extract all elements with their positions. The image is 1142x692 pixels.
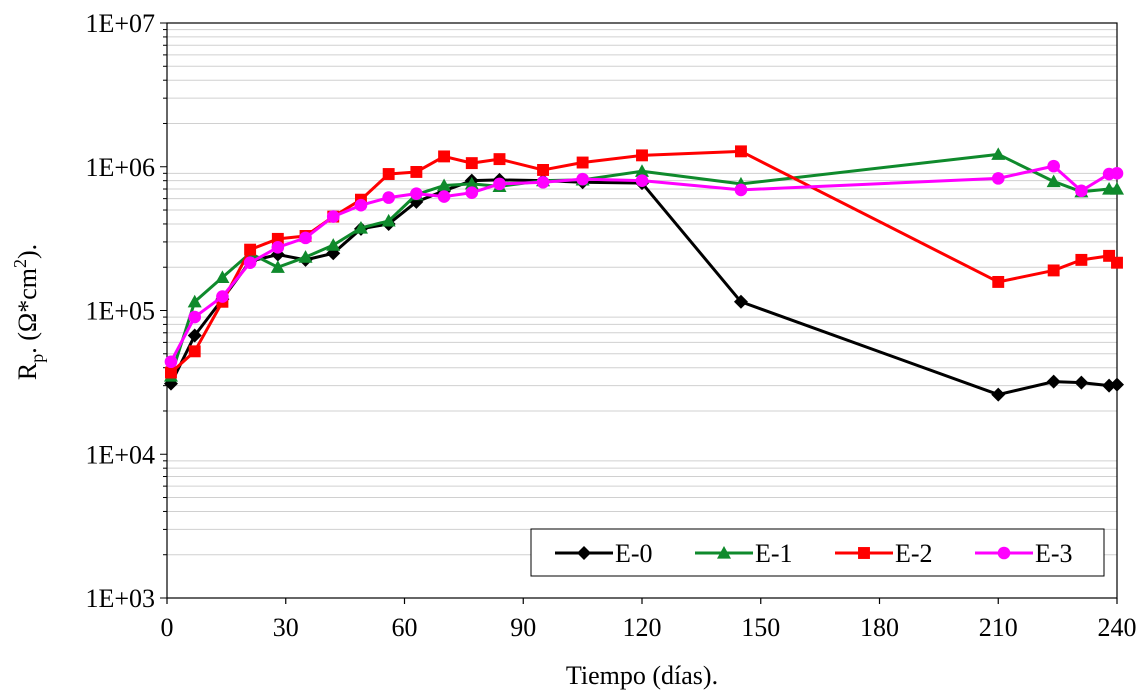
data-point [299,231,312,245]
legend-label: E-1 [755,539,793,568]
series-e-1 [163,147,1124,382]
data-point [382,168,395,180]
legend-label: E-2 [895,539,933,568]
data-point [576,172,589,186]
data-point [187,294,202,308]
data-point [164,355,178,369]
data-point [410,166,423,178]
data-point [271,241,285,254]
x-tick-label: 90 [510,613,536,642]
data-point [188,310,202,324]
data-point [991,147,1006,160]
y-axis-title: Rp. (Ω*cm2). [10,244,47,380]
x-tick-label: 180 [860,613,899,642]
series-line [169,178,1118,397]
data-point [270,260,285,273]
x-tick-label: 210 [979,613,1018,642]
x-tick-label: 150 [741,613,780,642]
legend-item: E-3 [975,539,1073,568]
data-point [1047,264,1060,277]
y-tick-label: 1E+04 [85,440,155,469]
data-point [537,164,549,176]
data-point [576,156,589,169]
legend-label: E-3 [1035,539,1073,568]
legend-label: E-0 [615,539,653,568]
y-tick-label: 1E+07 [85,9,155,38]
data-point [410,187,423,200]
data-point [298,250,313,263]
data-point [1075,184,1088,198]
series-line [169,149,1118,374]
data-point [1046,174,1061,188]
data-point [493,177,506,191]
legend: E-0 E-1 E-2 E-3 [530,528,1105,577]
data-point [326,210,340,223]
legend-marker [858,547,870,559]
series-e-3 [164,159,1124,369]
data-point [1111,256,1123,269]
data-point [438,150,451,163]
data-point [244,243,257,256]
data-point [991,387,1006,402]
data-point [635,164,649,177]
data-point [1110,167,1124,180]
data-point [437,178,452,192]
y-tick-label: 1E+05 [85,297,155,326]
legend-item: E-2 [835,539,933,568]
x-axis-title: Tiempo (días). [566,661,718,690]
data-point [1103,249,1116,262]
data-point [465,157,478,170]
legend-marker [577,546,591,560]
data-point [465,186,479,199]
data-point [1046,374,1061,389]
y-axis-tick-labels: 1E+03 1E+04 1E+05 1E+06 1E+07 [85,9,155,613]
data-point [216,290,229,303]
x-axis-tick-labels: 0 30 60 90 120 150 180 210 240 [161,613,1137,642]
x-tick-label: 30 [273,613,299,642]
data-point [1075,253,1088,266]
axis-ticks [160,22,1118,604]
data-point [437,190,451,203]
series-line [169,164,1118,363]
grid-lines [167,29,1117,556]
data-point [381,213,396,227]
data-point [464,176,479,190]
legend-item: E-1 [695,539,793,568]
data-point [188,345,201,358]
data-point [536,175,550,189]
legend-item: E-0 [555,539,653,568]
data-point [215,270,230,283]
data-point [271,232,284,245]
data-point [991,172,1005,185]
data-point [636,149,648,162]
series-line [169,152,1117,377]
legend-marker [997,546,1011,560]
data-point [354,198,368,212]
data-point [734,183,748,197]
y-tick-label: 1E+03 [85,584,155,613]
data-point [493,153,506,166]
x-tick-label: 60 [392,613,418,642]
data-point [635,174,649,187]
data-point [243,256,257,270]
data-point [353,220,368,234]
data-point [1110,182,1124,195]
data-point [1047,159,1060,173]
data-point [382,191,395,204]
data-point [992,275,1005,288]
x-tick-label: 120 [623,613,662,642]
x-tick-label: 240 [1098,613,1137,642]
data-point [1110,377,1124,392]
series-layer [163,145,1124,402]
legend-marker [717,546,731,559]
data-point [187,328,202,343]
data-point [735,145,747,158]
y-tick-label: 1E+06 [85,153,155,182]
x-tick-label: 0 [161,613,174,642]
data-point [326,238,341,251]
data-point [165,366,177,379]
data-point [1074,375,1089,390]
data-point [733,294,748,309]
